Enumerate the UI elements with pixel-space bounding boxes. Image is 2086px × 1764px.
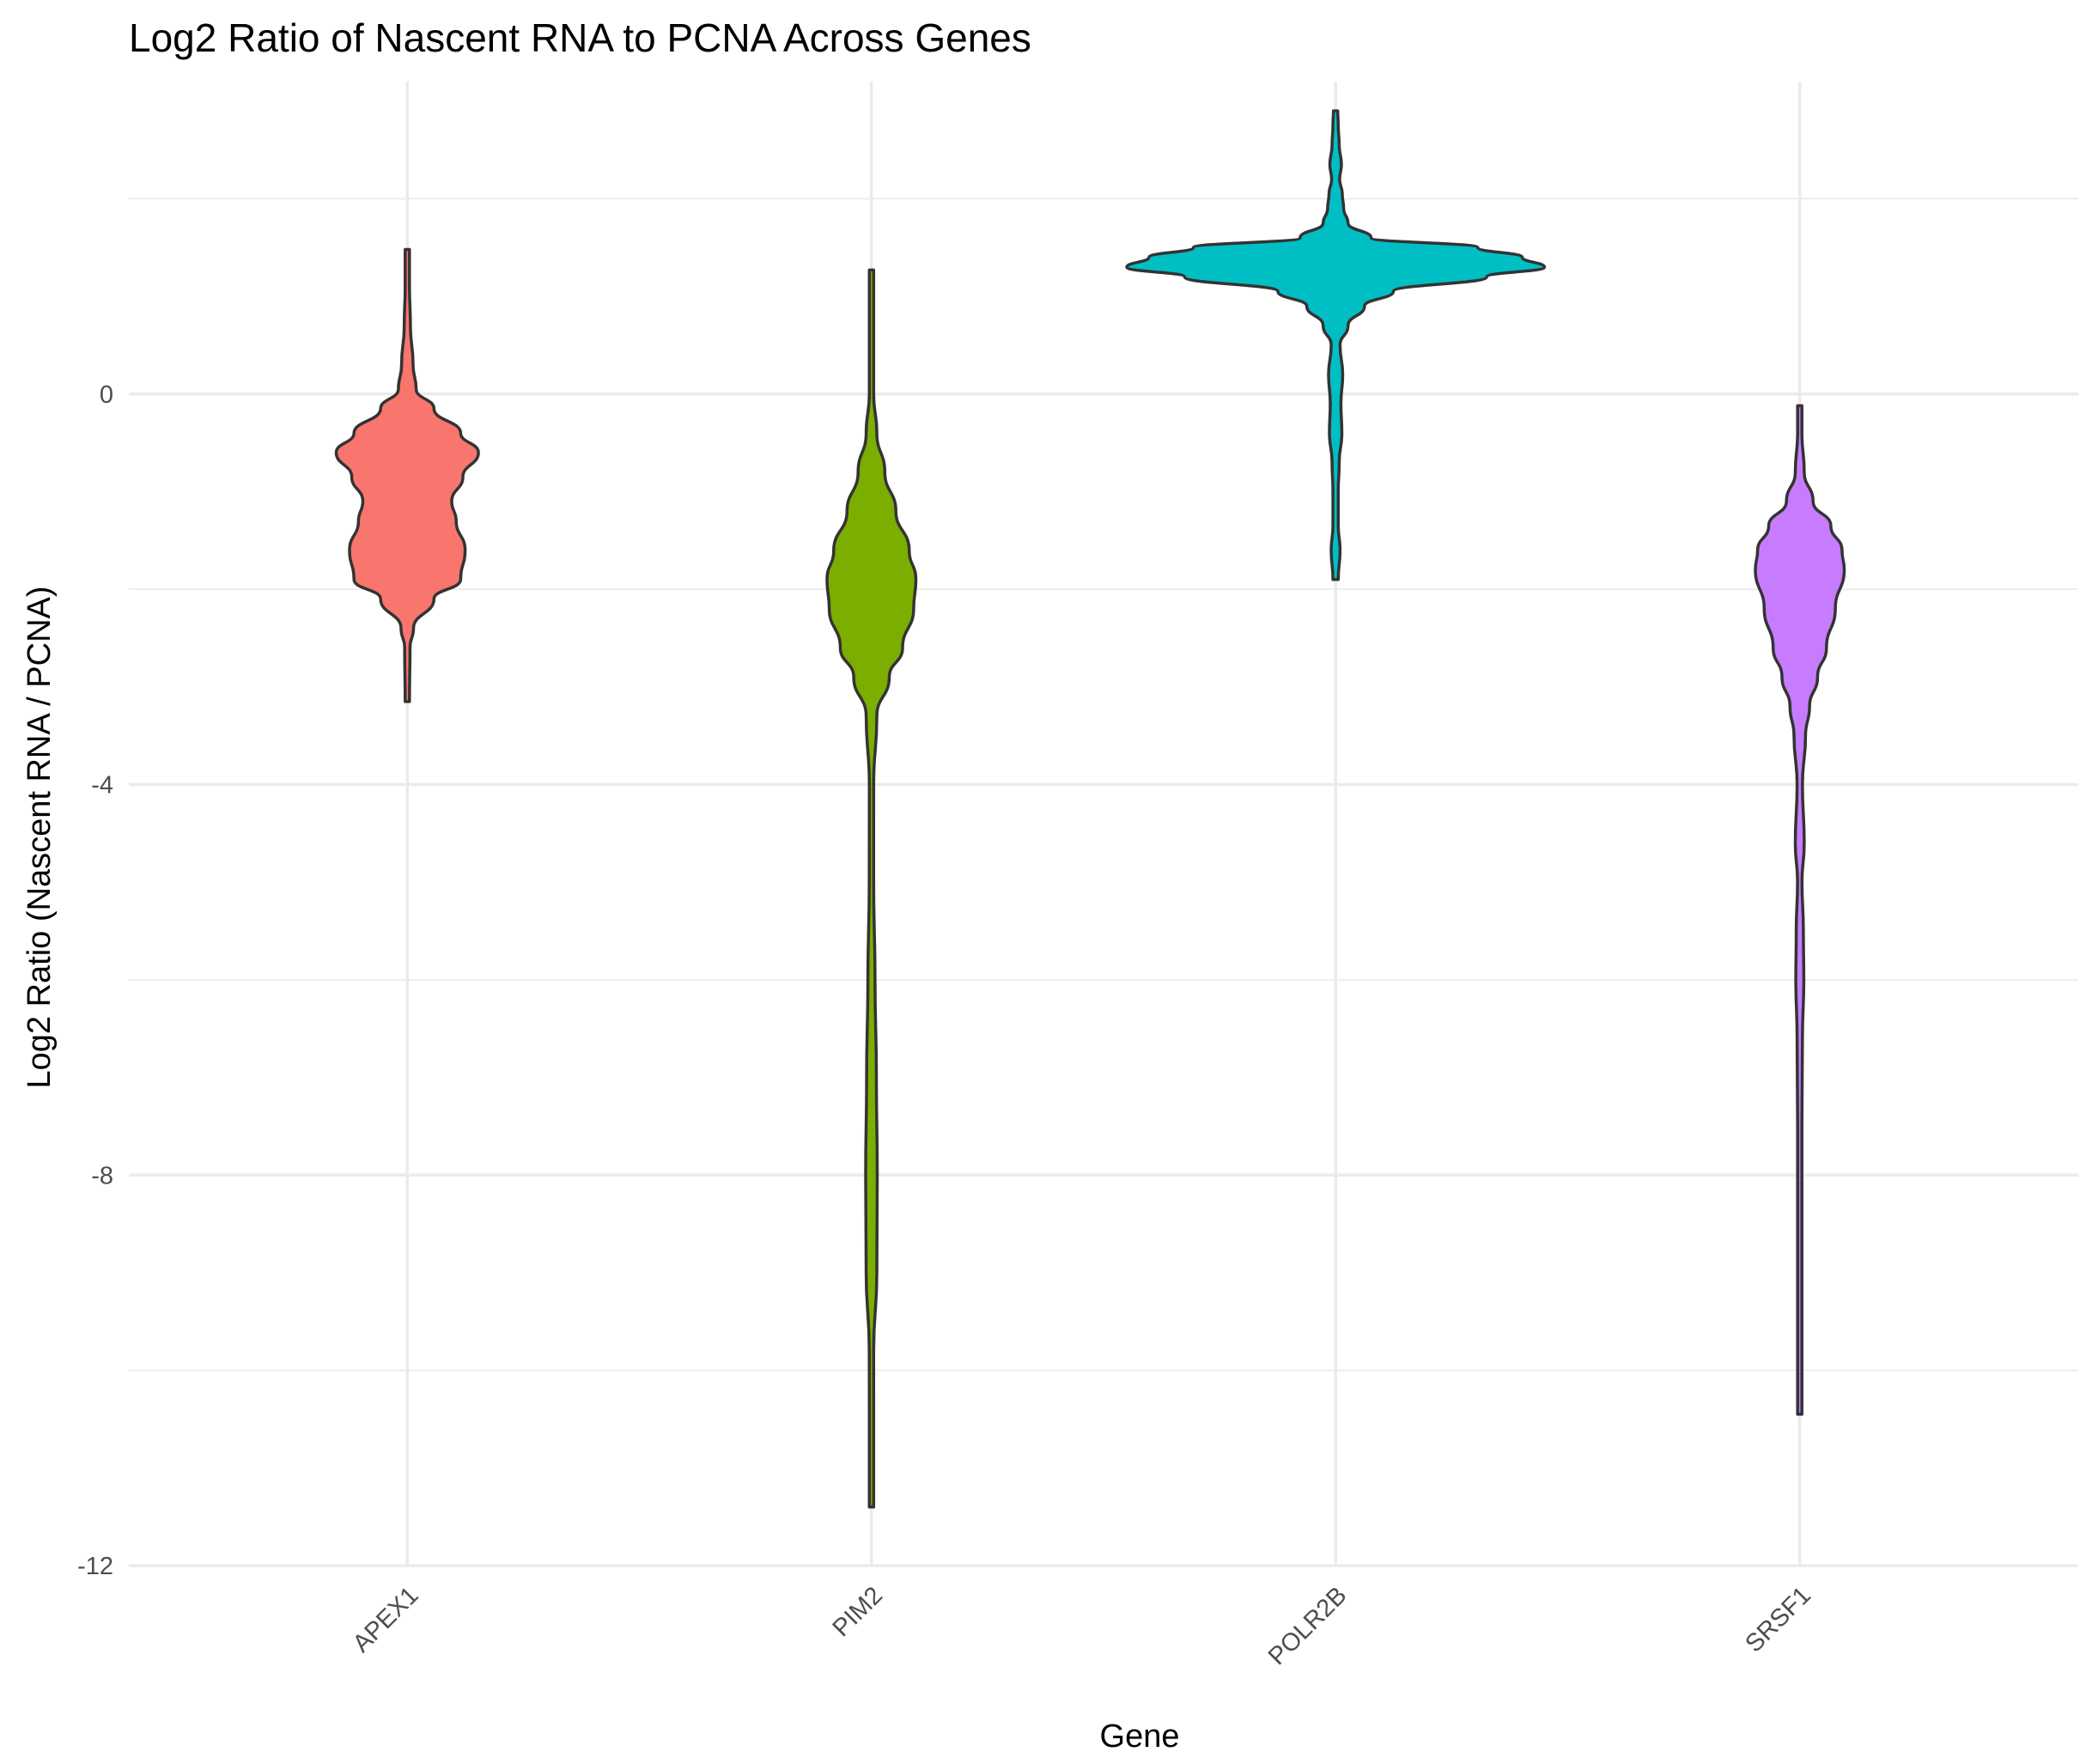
- y-axis-ticks: 0 -4 -8 -12: [77, 381, 113, 1580]
- chart-title: Log2 Ratio of Nascent RNA to PCNA Across…: [129, 15, 1031, 60]
- y-tick-label: 0: [100, 381, 113, 409]
- y-tick-label: -8: [91, 1162, 113, 1189]
- violin-apex1: [334, 247, 480, 703]
- violin-pim2: [825, 268, 918, 1509]
- violins: [334, 109, 1846, 1509]
- violin-polr2b: [1125, 109, 1547, 581]
- y-tick-label: -12: [77, 1553, 113, 1580]
- y-tick-label: -4: [91, 772, 113, 800]
- y-axis-title: Log2 Ratio (Nascent RNA / PCNA): [21, 586, 58, 1088]
- violin-srsf1: [1754, 404, 1846, 1416]
- x-axis-title: Gene: [1100, 1718, 1180, 1755]
